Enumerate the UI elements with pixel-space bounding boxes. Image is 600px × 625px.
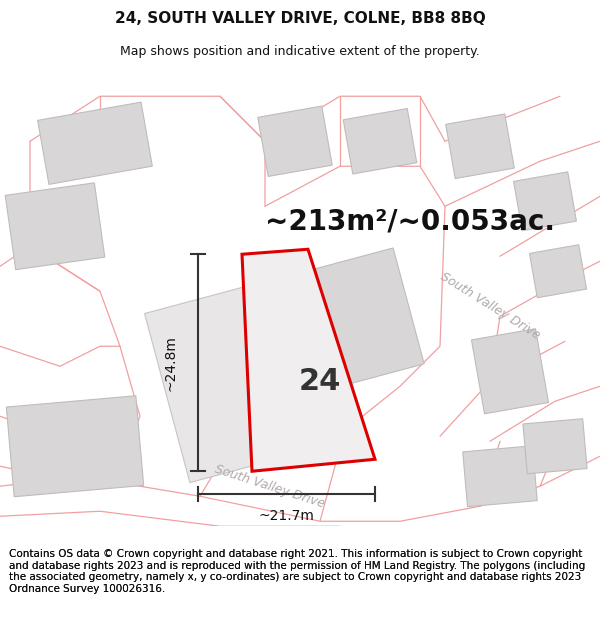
Polygon shape: [5, 183, 105, 269]
Polygon shape: [514, 172, 577, 231]
Text: South Valley Drive: South Valley Drive: [214, 462, 326, 510]
Polygon shape: [446, 114, 514, 179]
Text: South Valley Drive: South Valley Drive: [438, 270, 542, 342]
Text: 24: 24: [299, 367, 341, 396]
Polygon shape: [343, 109, 417, 174]
Text: 24, SOUTH VALLEY DRIVE, COLNE, BB8 8BQ: 24, SOUTH VALLEY DRIVE, COLNE, BB8 8BQ: [115, 11, 485, 26]
Polygon shape: [242, 249, 375, 471]
Text: Contains OS data © Crown copyright and database right 2021. This information is : Contains OS data © Crown copyright and d…: [9, 549, 585, 594]
Polygon shape: [316, 248, 424, 384]
Text: ~21.7m: ~21.7m: [259, 509, 314, 523]
Polygon shape: [472, 329, 548, 414]
Polygon shape: [7, 396, 143, 497]
Polygon shape: [529, 245, 587, 298]
Polygon shape: [258, 106, 332, 176]
Text: Contains OS data © Crown copyright and database right 2021. This information is : Contains OS data © Crown copyright and d…: [9, 549, 585, 594]
Polygon shape: [463, 446, 537, 507]
Text: ~24.8m: ~24.8m: [163, 335, 177, 391]
Text: ~213m²/~0.053ac.: ~213m²/~0.053ac.: [265, 208, 555, 235]
Polygon shape: [523, 419, 587, 474]
Polygon shape: [145, 280, 316, 482]
Text: Map shows position and indicative extent of the property.: Map shows position and indicative extent…: [120, 45, 480, 58]
Polygon shape: [38, 102, 152, 184]
